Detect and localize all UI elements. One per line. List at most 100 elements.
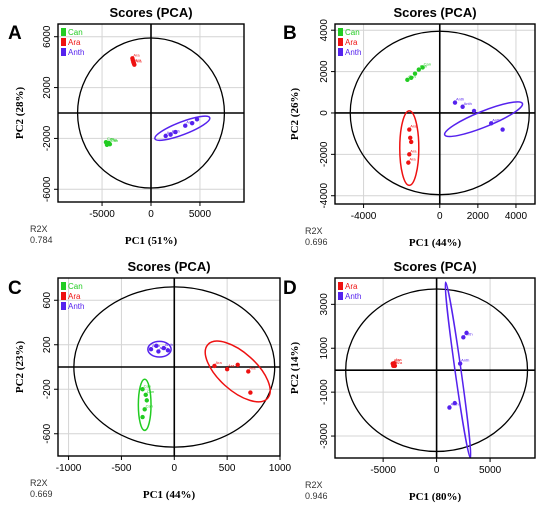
y-axis-label: PC2 (14%)	[289, 342, 301, 395]
data-point	[142, 407, 147, 412]
y-tick-label: 1000	[319, 337, 330, 360]
data-point	[148, 347, 154, 352]
panel-a: Scores (PCA)ACanCanCanAraAraAraAnthAnthA…	[8, 5, 245, 247]
point-label: Can	[110, 137, 117, 142]
point-label: Ara	[395, 357, 402, 362]
data-point	[106, 140, 112, 146]
chart-title: Scores (PCA)	[393, 5, 476, 20]
legend-swatch-can	[338, 28, 343, 36]
point-label: Ara	[409, 157, 416, 162]
point-label: Can	[424, 61, 431, 66]
data-point	[224, 367, 230, 372]
legend-label-anth: Anth	[68, 302, 84, 311]
data-point	[460, 104, 465, 109]
point-label: Anth	[464, 331, 472, 336]
legend-label-anth: Anth	[68, 48, 84, 57]
legend-label-ara: Ara	[68, 38, 81, 47]
x-tick-label: 0	[434, 465, 440, 476]
panel-label: A	[8, 23, 22, 44]
data-point	[408, 75, 414, 80]
data-point	[447, 405, 452, 410]
group-ellipse-ara	[204, 340, 271, 403]
data-point	[461, 335, 466, 340]
data-point	[168, 132, 173, 137]
point-label: Can	[408, 74, 415, 79]
y-tick-label: 3000	[319, 293, 330, 316]
x-tick-label: 0	[437, 211, 443, 222]
y-tick-label: -1000	[319, 379, 330, 405]
x-tick-label: -500	[111, 463, 131, 474]
point-label: Anth	[464, 101, 472, 106]
data-point	[140, 414, 145, 420]
hotelling-ellipse	[345, 288, 529, 453]
point-label: Anth	[186, 120, 194, 125]
y-tick-label: -3000	[319, 423, 330, 449]
x-axis-label: PC1 (51%)	[125, 235, 178, 247]
legend-label-ara: Ara	[345, 282, 358, 291]
data-point	[212, 363, 217, 369]
panel-label: B	[283, 23, 297, 44]
point-label: Anth	[461, 358, 469, 363]
data-point	[248, 390, 253, 395]
data-point	[405, 77, 410, 83]
data-point	[471, 108, 477, 114]
data-point	[452, 100, 458, 105]
legend-swatch-anth	[338, 48, 343, 56]
x-tick-label: 0	[148, 209, 154, 220]
legend-label-can: Can	[68, 28, 83, 37]
point-label: Ara	[249, 365, 256, 370]
group-ellipse-anth	[154, 115, 211, 142]
data-point	[143, 392, 148, 398]
group-ellipse-can	[137, 378, 152, 432]
data-point	[154, 343, 159, 349]
group-ellipse-ara	[399, 110, 420, 187]
data-point	[408, 139, 414, 145]
point-label: Anth	[167, 130, 175, 135]
legend-swatch-ara	[338, 282, 343, 290]
point-label: Can	[111, 138, 118, 143]
x-tick-label: 5000	[189, 209, 212, 220]
data-point	[246, 369, 251, 374]
point-label: Ara	[135, 57, 142, 62]
point-label: Ara	[410, 148, 417, 153]
point-label: Anth	[456, 97, 464, 102]
data-point	[420, 65, 425, 70]
data-point	[452, 400, 457, 406]
legend-swatch-anth	[61, 302, 66, 310]
data-point	[407, 152, 412, 157]
data-point	[183, 123, 188, 128]
y-tick-label: -4000	[319, 182, 330, 208]
plot-frame	[334, 277, 536, 459]
y-tick-label: -2000	[319, 141, 330, 167]
point-label: Anth	[450, 402, 458, 407]
x-tick-label: 0	[172, 463, 178, 474]
y-tick-label: 0	[319, 110, 330, 116]
x-tick-label: 500	[219, 463, 236, 474]
data-point	[144, 398, 149, 403]
point-label: Can	[107, 136, 114, 141]
data-point	[464, 330, 469, 336]
legend-label-can: Can	[345, 28, 360, 37]
hotelling-ellipse	[76, 37, 226, 189]
data-point	[488, 121, 494, 126]
point-label: Can	[147, 389, 154, 394]
chart-title: Scores (PCA)	[109, 5, 192, 20]
x-tick-label: -5000	[89, 209, 115, 220]
data-point	[412, 71, 418, 76]
y-tick-label: -6000	[42, 176, 53, 202]
data-point	[392, 360, 397, 366]
data-point	[408, 135, 413, 140]
r2x-value: 0.946	[305, 491, 328, 501]
x-tick-label: -4000	[351, 211, 377, 222]
point-label: Anth	[165, 342, 173, 347]
data-point	[194, 117, 200, 122]
